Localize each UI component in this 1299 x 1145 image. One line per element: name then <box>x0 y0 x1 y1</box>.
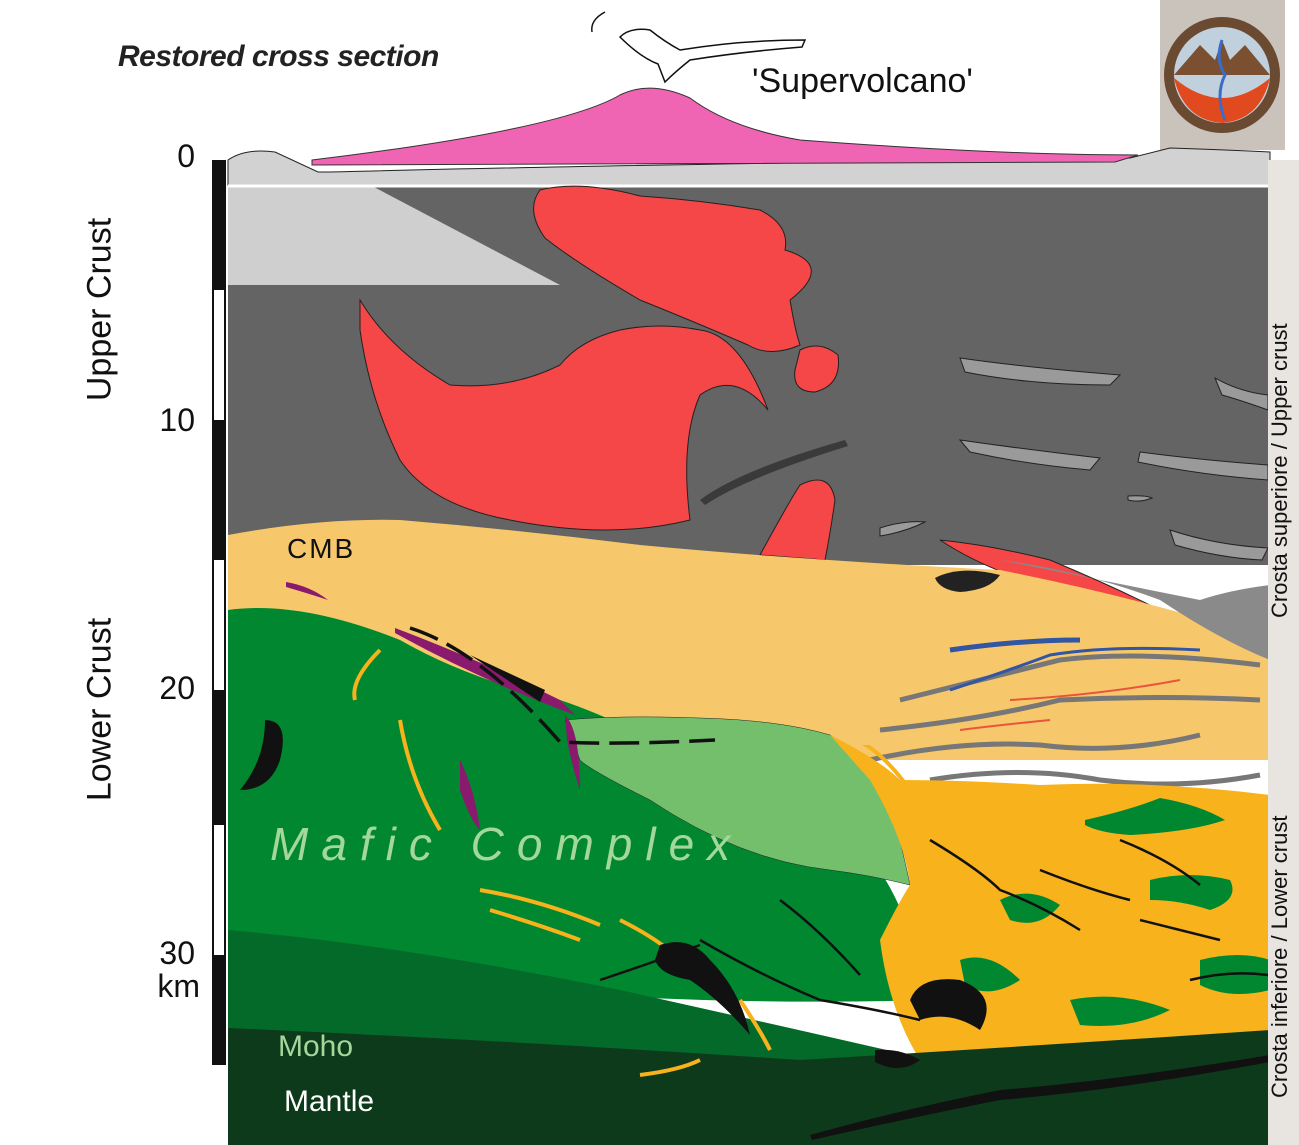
sediment-wedge <box>228 186 560 285</box>
bird-drawing <box>591 11 807 84</box>
granite-body-4 <box>759 479 836 561</box>
volcano-edifice <box>311 87 1139 166</box>
granite-body-1 <box>533 185 812 352</box>
mafic-complex <box>228 608 930 1002</box>
supervulcano-logo <box>1160 0 1285 150</box>
right-label-upper: Crosta superiore / Upper crust <box>1267 323 1292 618</box>
depth-scale-segment <box>212 160 226 290</box>
cmb-label: CMB <box>287 533 356 564</box>
grey-lenses <box>879 357 1269 561</box>
shear-wedge <box>1000 560 1270 660</box>
moho-label: Moho <box>278 1030 354 1063</box>
dark-dike <box>700 440 848 505</box>
shear-lines <box>599 838 1269 1022</box>
right-label-lower: Crosta inferiore / Lower crust <box>1267 815 1292 1098</box>
depth-scale-segment <box>212 690 226 825</box>
depth-tick-10: 10 <box>159 402 195 438</box>
supervolcano-label: 'Supervolcano' <box>752 62 973 100</box>
depth-scale-bar <box>212 160 226 1065</box>
upper-crust-label: Upper Crust <box>80 217 119 402</box>
depth-scale-segment <box>212 955 226 1065</box>
depth-tick-30: 30 <box>159 935 195 971</box>
mantle-label: Mantle <box>284 1085 375 1118</box>
mafic-light-wedge <box>564 716 911 886</box>
green-lens <box>1085 798 1225 835</box>
orange-tail <box>862 745 905 780</box>
cmb-foliation <box>869 637 1261 787</box>
lower-crust-label: Lower Crust <box>80 617 119 802</box>
black-bodies <box>240 720 1270 1140</box>
depth-unit: km <box>157 968 200 1004</box>
depth-tick-20: 20 <box>159 670 195 706</box>
dark-lens <box>935 570 1000 592</box>
depth-scale-segment <box>212 420 226 560</box>
right-caption-strip <box>1268 160 1299 1145</box>
fault-arrow <box>470 655 545 702</box>
mantle-layer <box>228 1028 1270 1145</box>
depth-tick-0: 0 <box>177 138 195 174</box>
granite-body-2 <box>794 345 840 393</box>
mafic-complex-label: Mafic Complex <box>270 818 744 870</box>
diagram-title: Restored cross section <box>118 40 439 73</box>
granite-body-3 <box>359 298 769 531</box>
dashed-fault <box>409 626 716 745</box>
